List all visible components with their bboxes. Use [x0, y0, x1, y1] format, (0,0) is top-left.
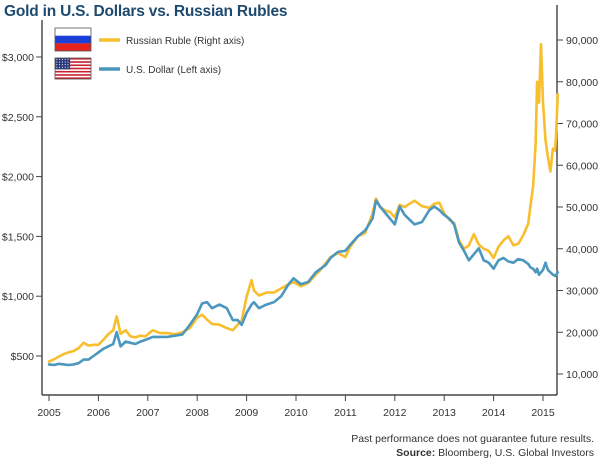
x-tick-label: 2009	[235, 407, 259, 419]
footnote: Past performance does not guarantee futu…	[351, 432, 594, 460]
usd-series-line	[47, 199, 560, 367]
left-tick-label: $1,000	[2, 291, 34, 303]
x-tick-label: 2010	[284, 407, 308, 419]
disclaimer: Past performance does not guarantee futu…	[351, 433, 594, 445]
series-layer	[47, 42, 560, 367]
legend-label-usd: U.S. Dollar (Left axis)	[126, 65, 221, 76]
russia-flag-icon	[54, 27, 92, 52]
source-line: Source: Bloomberg, U.S. Global Investors	[351, 446, 594, 460]
left-tick-label: $2,000	[2, 172, 34, 184]
x-tick-label: 2014	[482, 407, 506, 419]
x-tick-label: 2008	[186, 407, 210, 419]
right-tick-label: 60,000	[566, 160, 598, 172]
right-tick-label: 20,000	[566, 327, 598, 339]
x-tick-label: 2007	[136, 407, 160, 419]
left-tick-label: $2,500	[2, 112, 34, 124]
x-tick-label: 2011	[334, 407, 357, 419]
right-tick-label: 50,000	[566, 202, 598, 214]
right-tick-label: 40,000	[566, 244, 598, 256]
right-tick-label: 10,000	[566, 369, 598, 381]
x-tick-label: 2015	[531, 407, 555, 419]
source-text: Bloomberg, U.S. Global Investors	[438, 447, 594, 459]
right-tick-label: 90,000	[566, 35, 598, 47]
right-tick-label: 30,000	[566, 286, 598, 298]
usa-flag-icon	[54, 57, 92, 80]
right-tick-label: 70,000	[566, 119, 598, 131]
axes: $500 $1,000 $1,500 $2,000 $2,500 $3,000 10,000…	[2, 5, 598, 419]
source-label: Source:	[396, 447, 436, 459]
left-tick-label: $1,500	[2, 231, 34, 243]
left-tick-label: $500	[11, 351, 35, 363]
x-tick-label: 2012	[383, 407, 407, 419]
x-tick-label: 2005	[37, 407, 61, 419]
x-tick-label: 2013	[433, 407, 457, 419]
left-tick-label: $3,000	[2, 52, 34, 64]
x-tick-label: 2006	[87, 407, 111, 419]
chart-title: Gold in U.S. Dollars vs. Russian Rubles	[4, 3, 288, 20]
right-tick-label: 80,000	[566, 77, 598, 89]
legend: Russian Ruble (Right axis) U.S. Dollar (…	[54, 27, 244, 80]
legend-label-ruble: Russian Ruble (Right axis)	[126, 36, 244, 47]
ruble-series-line	[47, 42, 560, 363]
